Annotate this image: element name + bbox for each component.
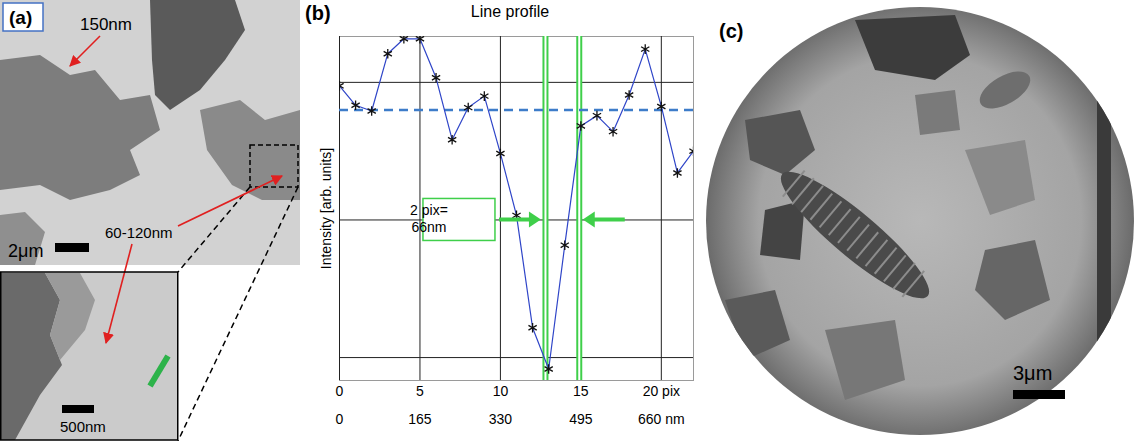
svg-text:5: 5 xyxy=(416,383,424,399)
svg-text:10: 10 xyxy=(493,383,509,399)
svg-text:3μm: 3μm xyxy=(1013,362,1052,384)
svg-text:20 pix: 20 pix xyxy=(643,383,680,399)
svg-text:0: 0 xyxy=(336,411,344,427)
svg-text:15: 15 xyxy=(573,383,589,399)
svg-text:0: 0 xyxy=(336,383,344,399)
svg-text:Intensity [arb. units]: Intensity [arb. units] xyxy=(318,148,334,269)
svg-text:2μm: 2μm xyxy=(8,241,43,261)
html-text:Line profile: Line profile xyxy=(470,3,550,20)
svg-text:(a): (a) xyxy=(9,7,32,28)
svg-text:500nm: 500nm xyxy=(60,418,106,435)
svg-text:2 pix=66nm: 2 pix=66nm xyxy=(410,202,448,235)
svg-text:495: 495 xyxy=(569,411,593,427)
svg-text:660 nm: 660 nm xyxy=(638,411,685,427)
html-text:(b): (b) xyxy=(305,2,331,24)
svg-text:150nm: 150nm xyxy=(80,15,132,34)
svg-text:330: 330 xyxy=(489,411,513,427)
svg-text:(c): (c) xyxy=(719,20,743,42)
svg-text:60-120nm: 60-120nm xyxy=(105,224,173,241)
svg-text:165: 165 xyxy=(408,411,432,427)
